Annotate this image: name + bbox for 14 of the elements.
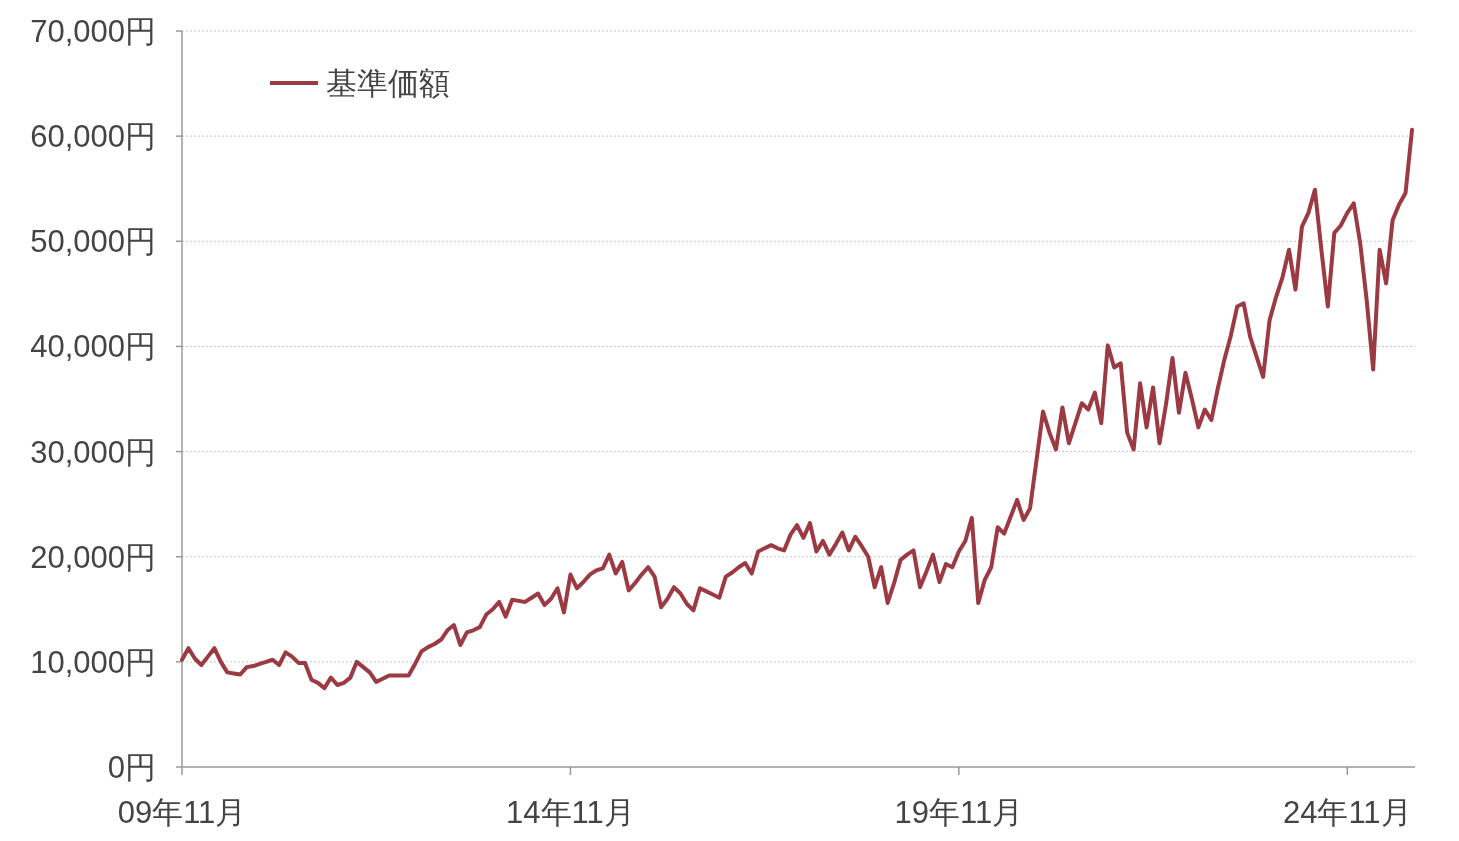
y-tick-label: 60,000円 xyxy=(30,119,156,155)
x-tick-label: 14年11月 xyxy=(506,795,635,830)
y-tick-label: 70,000円 xyxy=(30,14,156,49)
y-tick-label: 40,000円 xyxy=(30,329,156,365)
x-tick-label: 09年11月 xyxy=(117,795,247,830)
y-tick-label: 20,000円 xyxy=(30,539,156,575)
y-tick-label: 0円 xyxy=(107,750,156,785)
x-tick-label: 19年11月 xyxy=(894,795,1024,830)
y-tick-label: 50,000円 xyxy=(30,224,156,260)
y-tick-label: 30,000円 xyxy=(30,434,156,470)
x-tick-label: 24年11月 xyxy=(1282,795,1412,830)
line-series xyxy=(180,127,1414,691)
legend-label: 基準価額 xyxy=(326,66,450,101)
y-tick-label: 10,000円 xyxy=(30,644,156,680)
